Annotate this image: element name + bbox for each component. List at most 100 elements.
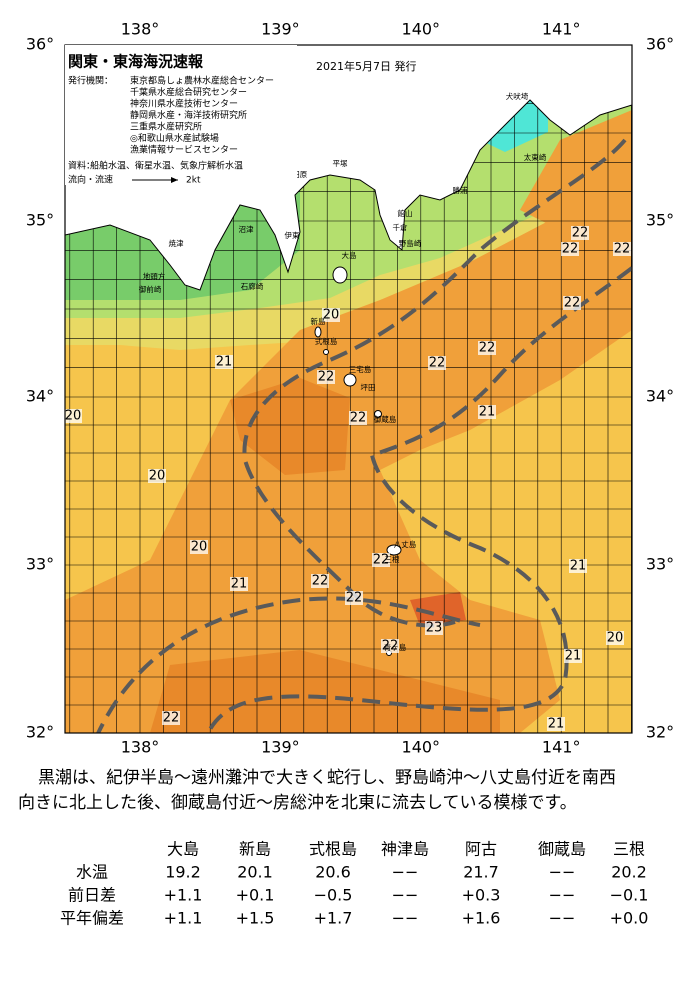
place-name: 千倉 [393,222,408,232]
isotherm-label: 21 [565,649,582,664]
lon-label: 138° [121,20,160,39]
isotherm-label-bg [148,469,166,483]
lon-label: 139° [261,20,300,39]
island [386,544,402,556]
isotherm-label: 22 [373,553,390,568]
isotherm-label: 23 [426,621,443,636]
isotherm-label-bg [322,308,340,322]
isotherm-label: 22 [562,242,579,257]
table-cell: −− [549,886,576,905]
lat-label: 33° [26,555,54,574]
lon-label: 140° [402,20,441,39]
table-cell: −− [549,863,576,882]
lat-label: 34° [646,387,674,406]
place-name: 平塚 [333,159,348,168]
table-cell: +0.1 [236,886,275,905]
place-name: 三根 [385,554,400,564]
isotherm-label: 22 [382,639,399,654]
isotherm-label-bg [190,540,208,554]
island [374,410,382,418]
column-header: 式根島 [309,840,357,859]
isotherm-label-bg [345,591,363,605]
isotherm-label: 22 [350,411,367,426]
isotherm-label-bg [478,341,496,355]
isotherm-label: 20 [607,631,624,646]
isotherm-label: 22 [614,242,631,257]
place-name: 御前崎 [139,284,162,294]
isotherm-label: 22 [564,296,581,311]
table-cell: +1.1 [164,909,203,928]
table-cell: 20.1 [237,863,273,882]
table-cell: −− [392,909,419,928]
isotherm-label: 22 [163,711,180,726]
place-name: 館山 [398,208,413,218]
isotherm-label-bg [230,577,248,591]
isotherm-label-bg [372,553,390,567]
row-label: 前日差 [68,886,116,905]
source: 船舶水温、衛星水温、気象庁解析水温 [90,160,243,172]
lat-label: 36° [646,35,674,54]
issuer: 東京都島しょ農林水産総合センター [130,75,274,87]
place-name: 大島 [342,250,357,260]
current-scale: 2kt [186,176,201,186]
isotherm-label: 22 [346,591,363,606]
issuer: 三重県水産研究所 [130,121,202,133]
grid [65,45,632,733]
isotherm-label-bg [349,411,367,425]
kuroshio-line [96,596,481,733]
place-name: 地頭方 [143,271,166,281]
table-cell: +0.3 [462,886,501,905]
kuroshio-axis [96,138,632,733]
isotherm-label: 22 [318,370,335,385]
lat-label: 32° [646,723,674,742]
map-frame [64,44,633,734]
isotherm-label-bg [65,409,82,423]
island [323,349,329,355]
row-label: 水温 [76,863,108,882]
isotherm-label: 22 [479,341,496,356]
issuer: 静岡県水産・海洋技術研究所 [130,109,247,121]
table-cell: 20.6 [315,863,351,882]
place-name: 八丈島 [394,539,417,549]
place-name: 青ヶ島 [384,642,407,652]
row-label: 平年偏差 [60,909,124,928]
place-name: 新島 [311,316,326,326]
table-cell: −− [392,863,419,882]
island [332,266,348,284]
lat-label: 34° [26,387,54,406]
lat-label: 35° [646,211,674,230]
lon-label: 139° [261,738,300,757]
isotherm-label-bg [606,631,624,645]
description-line: 向きに北上した後、御蔵島付近～房総沖を北東に流去している模様です。 [18,793,577,813]
sea-dark-orange [230,378,350,475]
isotherm-label: 20 [323,308,340,323]
table-cell: +1.7 [314,909,353,928]
place-name: 太東崎 [524,152,547,162]
kuroshio-line [205,266,632,733]
isotherm-label-bg [478,405,496,419]
isotherm-label: 21 [216,355,233,370]
kuroshio-line [242,138,627,628]
issuer: 神奈川県水産技術センター [130,98,238,110]
source-label: 資料： [68,160,95,172]
sea-dark-orange [150,650,500,733]
header-box [65,45,297,185]
isotherm-label: 22 [429,356,446,371]
description-line: 黒潮は、紀伊半島～遠州灘沖で大きく蛇行し、野島崎沖～八丈島付近を南西 [38,768,616,788]
place-name: 勝浦 [453,185,468,195]
place-name: 御蔵島 [374,414,397,424]
column-header: 大島 [167,840,199,859]
table-cell: −0.1 [610,886,649,905]
isotherm-label: 21 [570,559,587,574]
lat-label: 36° [26,35,54,54]
isotherm-label: 22 [572,226,589,241]
lon-label: 141° [542,738,581,757]
column-header: 神津島 [381,840,429,859]
isotherm-label: 20 [191,540,208,555]
table-cell: −− [392,886,419,905]
isotherm-label-bg [571,226,589,240]
axes: 138° 138° 139° 139° 140° 140° 141° 141° 36° 36° 35… [26,20,674,757]
table-cell: −− [549,909,576,928]
